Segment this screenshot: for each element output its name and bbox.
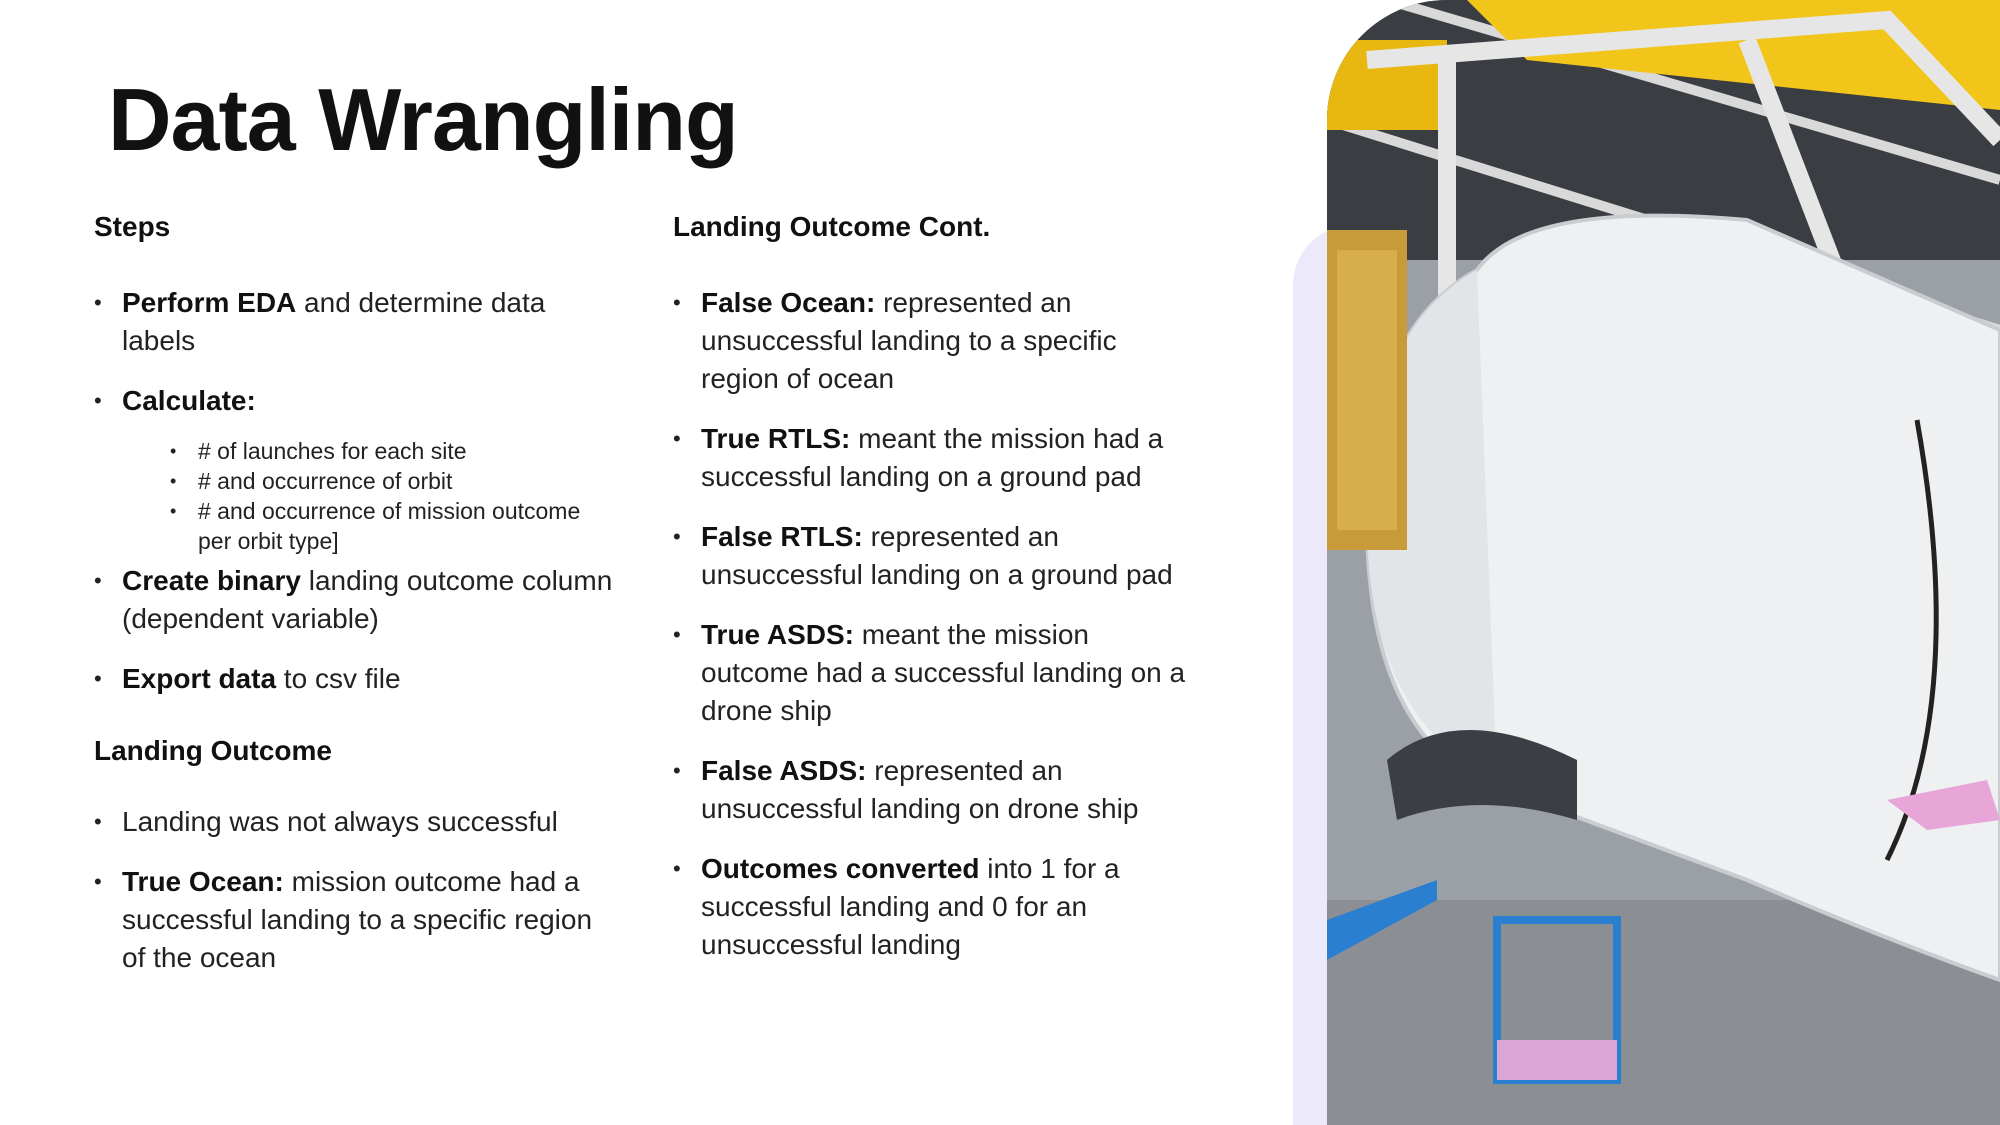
item-text: meant the mission had a successful landi… (701, 422, 1164, 492)
landing-outcome-list: Landing was not always successful True O… (94, 803, 614, 977)
sub-list-item: # and occurrence of mission outcome per … (170, 496, 614, 556)
calculate-sublist: # of launches for each site # and occurr… (122, 436, 614, 556)
list-item: Perform EDA and determine data labels (94, 284, 614, 360)
item-bold: True RTLS: (701, 422, 851, 454)
item-bold: False RTLS: (701, 520, 863, 552)
list-item: False ASDS: represented an unsuccessful … (673, 752, 1193, 828)
steps-heading: Steps (94, 211, 171, 242)
item-text: represented an unsuccessful landing on a… (701, 520, 1173, 590)
item-text: mission outcome had a successful landing… (122, 866, 593, 974)
landing-outcome-cont-heading: Landing Outcome Cont. (673, 211, 991, 242)
item-text: and determine data labels (122, 286, 546, 356)
item-text: meant the mission outcome had a successf… (701, 618, 1186, 726)
steps-list: Perform EDA and determine data labels Ca… (94, 284, 614, 698)
steps-column: Steps Perform EDA and determine data lab… (94, 210, 614, 999)
item-bold: Export data (122, 662, 277, 694)
item-bold: Create binary (122, 564, 301, 596)
list-item: False Ocean: represented an unsuccessful… (673, 284, 1193, 398)
sub-list-item: # and occurrence of orbit (170, 466, 614, 496)
landing-outcome-cont-list: False Ocean: represented an unsuccessful… (673, 284, 1193, 964)
list-item: Landing was not always successful (94, 803, 614, 841)
list-item: Export data to csv file (94, 660, 614, 698)
item-text: into 1 for a successful landing and 0 fo… (701, 852, 1120, 960)
list-item: True ASDS: meant the mission outcome had… (673, 616, 1193, 730)
list-item: True Ocean: mission outcome had a succes… (94, 863, 614, 977)
list-item: Calculate: # of launches for each site #… (94, 382, 614, 556)
item-text: represented an unsuccessful landing on d… (701, 754, 1139, 824)
item-bold: Calculate: (122, 384, 256, 416)
list-item: False RTLS: represented an unsuccessful … (673, 518, 1193, 594)
list-item: Outcomes converted into 1 for a successf… (673, 850, 1193, 964)
list-item: True RTLS: meant the mission had a succe… (673, 420, 1193, 496)
sub-list-item: # of launches for each site (170, 436, 614, 466)
spacecraft-illustration (1327, 0, 2000, 1125)
landing-outcome-heading: Landing Outcome (94, 734, 332, 766)
item-bold: True ASDS: (701, 618, 854, 650)
item-bold: True Ocean: (122, 866, 284, 898)
item-text: to csv file (276, 662, 401, 694)
item-text: Landing was not always successful (122, 806, 558, 838)
item-bold: Outcomes converted (701, 852, 980, 884)
item-bold: False ASDS: (701, 754, 867, 786)
item-bold: Perform EDA (122, 286, 297, 318)
spacecraft-photo (1327, 0, 2000, 1125)
landing-outcome-cont-column: Landing Outcome Cont. False Ocean: repre… (673, 210, 1193, 986)
item-text: landing outcome column (dependent variab… (122, 564, 613, 634)
slide-title: Data Wrangling (108, 70, 739, 169)
item-bold: False Ocean: (701, 286, 876, 318)
list-item: Create binary landing outcome column (de… (94, 562, 614, 638)
item-text: represented an unsuccessful landing to a… (701, 286, 1117, 394)
